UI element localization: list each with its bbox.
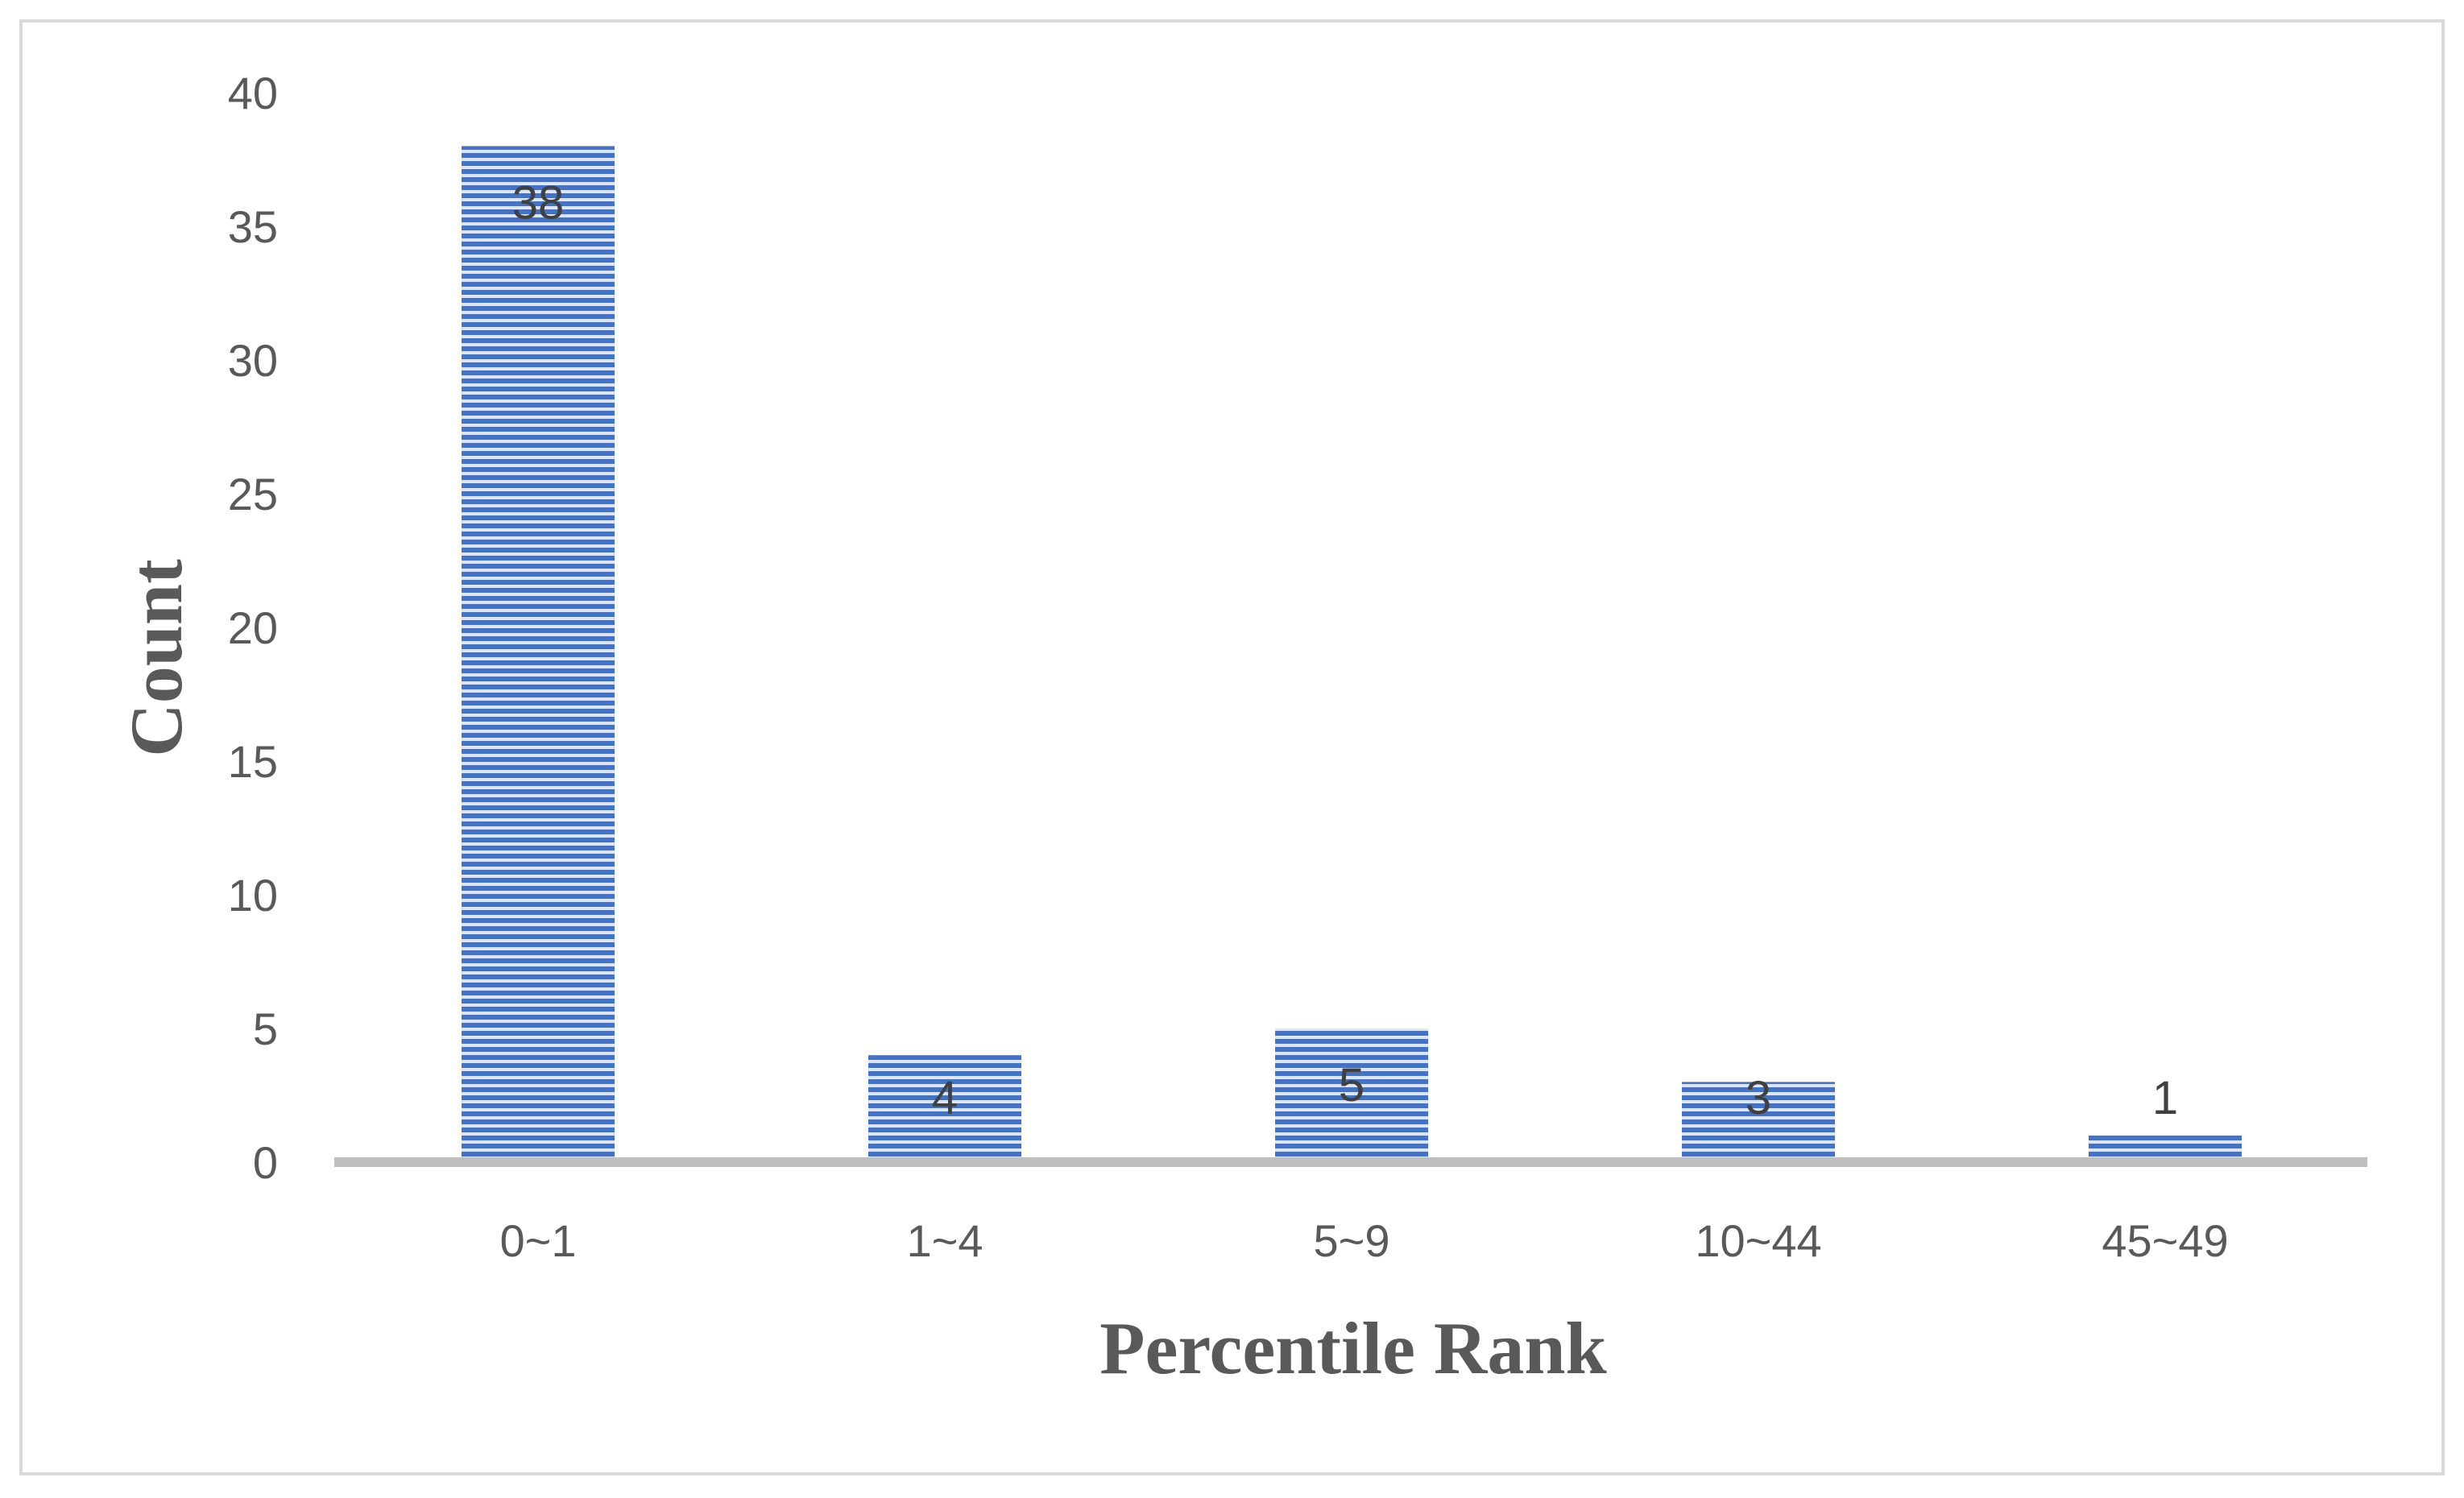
y-axis-tick-labels: 0 5 10 15 20 25 30 35 40	[228, 68, 278, 1188]
data-label: 3	[1746, 1072, 1771, 1124]
y-tick-label: 5	[253, 1003, 278, 1054]
bar	[868, 1055, 1021, 1162]
data-label: 5	[1339, 1059, 1365, 1111]
x-tick-label: 1~4	[907, 1215, 984, 1266]
y-tick-label: 30	[228, 335, 278, 386]
y-tick-label: 25	[228, 469, 278, 519]
y-tick-label: 40	[228, 68, 278, 118]
bars	[462, 146, 2242, 1162]
y-tick-label: 35	[228, 201, 278, 252]
y-tick-label: 10	[228, 870, 278, 921]
x-axis-tick-labels: 0~1 1~4 5~9 10~44 45~49	[500, 1215, 2229, 1266]
x-tick-label: 10~44	[1695, 1215, 1821, 1266]
chart-frame	[19, 19, 2445, 1475]
x-axis-title: Percentile Rank	[1099, 1307, 1607, 1389]
data-label: 4	[932, 1072, 958, 1124]
data-label: 1	[2152, 1072, 2178, 1124]
x-tick-label: 45~49	[2102, 1215, 2228, 1266]
x-tick-label: 5~9	[1314, 1215, 1390, 1266]
y-tick-label: 0	[253, 1137, 278, 1188]
bar	[462, 146, 615, 1162]
data-labels: 38 4 5 3 1	[512, 176, 2178, 1124]
bar	[1275, 1028, 1428, 1162]
y-tick-label: 20	[228, 602, 278, 653]
x-tick-label: 0~1	[500, 1215, 577, 1266]
y-axis-title: Count	[115, 559, 197, 757]
y-tick-label: 15	[228, 736, 278, 787]
data-label: 38	[512, 176, 565, 229]
bar	[1682, 1082, 1835, 1162]
